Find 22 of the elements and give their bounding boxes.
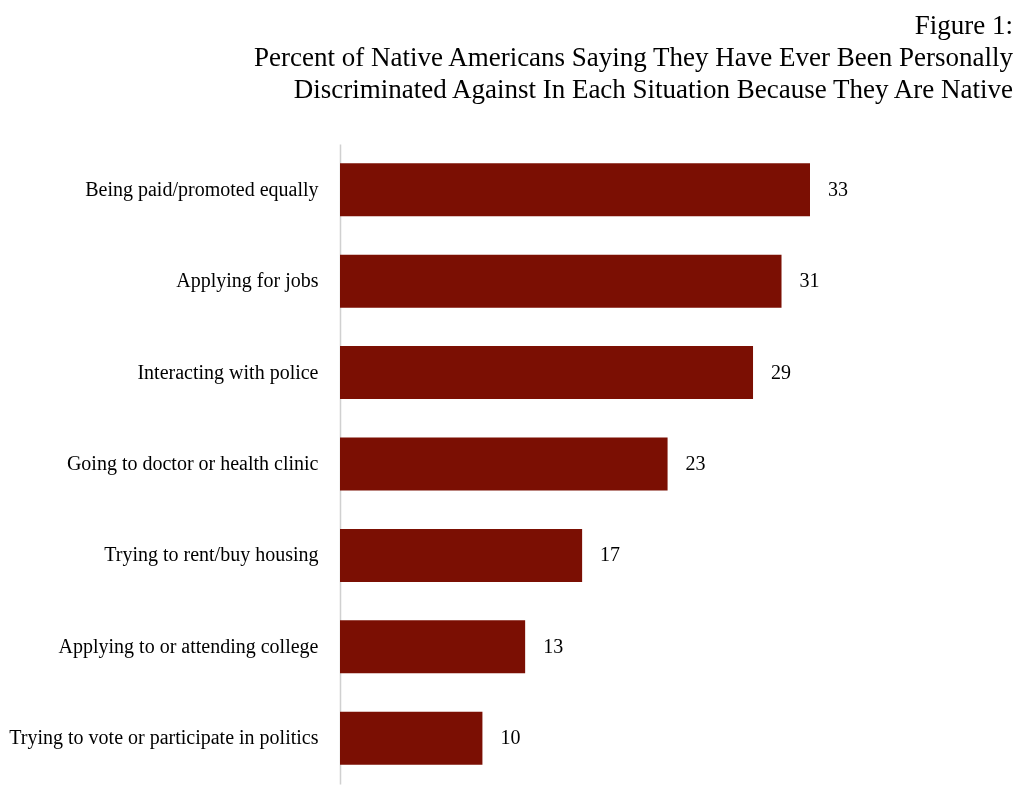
data-label: 31 bbox=[799, 269, 820, 292]
y-tick-label: Trying to vote or participate in politics bbox=[9, 726, 319, 750]
y-tick-label: Trying to rent/buy housing bbox=[104, 543, 319, 567]
data-label: 17 bbox=[600, 543, 621, 566]
bar bbox=[340, 437, 668, 491]
y-tick-label: Being paid/promoted equally bbox=[85, 177, 319, 201]
bar bbox=[340, 620, 526, 674]
bar bbox=[340, 254, 782, 308]
y-tick-label: Applying for jobs bbox=[176, 269, 319, 293]
y-tick-label: Applying to or attending college bbox=[58, 634, 319, 658]
bar bbox=[340, 528, 583, 582]
bar bbox=[340, 163, 810, 217]
bar bbox=[340, 346, 754, 400]
bar bbox=[340, 711, 483, 765]
data-label: 10 bbox=[500, 726, 521, 749]
y-tick-label: Going to doctor or health clinic bbox=[66, 452, 319, 475]
y-tick-label: Interacting with police bbox=[137, 360, 319, 384]
data-label: 23 bbox=[685, 452, 706, 474]
data-label: 33 bbox=[828, 177, 848, 200]
data-label: 13 bbox=[543, 634, 564, 657]
chart-title: Figure 1: Percent of Native Americans Saying They Have Ever Been Personally Discriminated Against In Each Situation Because They Are Native bbox=[253, 10, 1014, 104]
data-label: 29 bbox=[771, 360, 792, 383]
